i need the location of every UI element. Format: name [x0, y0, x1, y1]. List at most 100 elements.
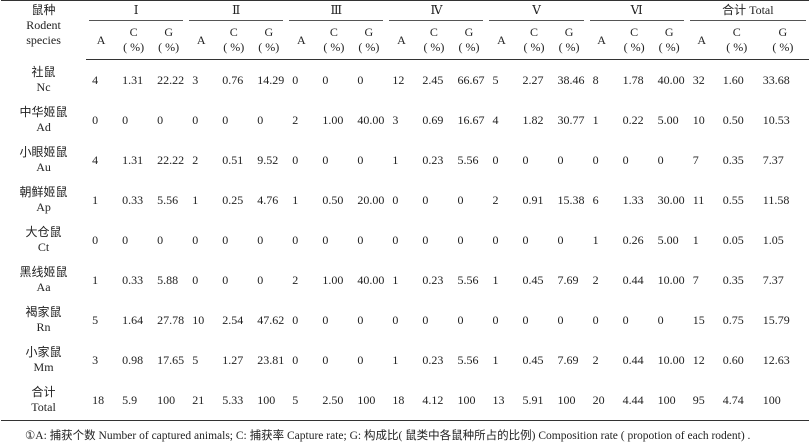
value-cell: 0.75: [722, 312, 744, 327]
group-header: Ⅰ: [86, 1, 186, 21]
species-header-line: Rodent: [26, 18, 61, 32]
species-name: 小眼姬鼠: [19, 145, 68, 159]
group-label: Ⅰ: [89, 1, 184, 21]
value-cell: 0.69: [422, 112, 444, 127]
sub-label: G: [778, 25, 788, 39]
value-cell: 0: [492, 232, 499, 247]
value-cell: 3: [192, 72, 199, 87]
value-cell: 100: [357, 392, 376, 407]
species-name: 朝鲜姬鼠: [19, 185, 68, 199]
sub-header-a: A: [186, 21, 217, 60]
value-cell: 1.31: [122, 72, 144, 87]
value-cell: 5.33: [222, 392, 244, 407]
sub-header-row: A C( %) G( %) A C( %) G( %) A C( %) G( %) A C( %) G…: [1, 21, 809, 60]
group-header-row: 鼠种 Rodent species Ⅰ Ⅱ Ⅲ Ⅳ Ⅴ Ⅵ 合计 Total: [1, 1, 809, 47]
value-cell: 0: [157, 112, 164, 127]
sub-header-a: A: [386, 21, 417, 60]
species-abbr: Ct: [37, 240, 50, 254]
value-cell: 0: [557, 312, 564, 327]
value-cell: 0: [657, 312, 664, 327]
value-cell: 20.00: [357, 192, 385, 207]
group-label: Ⅳ: [389, 1, 484, 21]
value-cell: 0: [292, 152, 299, 167]
table-row: 中华姬鼠 Ad 0 0 0 0 0 0 2 1.00 40.00 3 0.69 16.67 4 1.82 30.…: [1, 100, 809, 140]
group-header: Ⅲ: [286, 1, 386, 21]
value-cell: 0.22: [622, 112, 644, 127]
value-cell: 8: [592, 72, 599, 87]
value-cell: 2: [192, 152, 199, 167]
value-cell: 5.56: [157, 192, 179, 207]
sub-label: G: [564, 25, 574, 39]
value-cell: 2.50: [322, 392, 344, 407]
value-cell: 40.00: [657, 72, 685, 87]
value-cell: 0.51: [222, 152, 244, 167]
value-cell: 0: [592, 312, 599, 327]
value-cell: 9.52: [257, 152, 279, 167]
value-cell: 0.33: [122, 192, 144, 207]
species-header-line: species: [26, 33, 61, 47]
value-cell: 12: [392, 72, 405, 87]
value-cell: 2: [292, 272, 299, 287]
value-cell: 2.54: [222, 312, 244, 327]
value-cell: 4.74: [722, 392, 744, 407]
footnote: ①A: 捕获个数 Number of captured animals; C: …: [25, 430, 751, 442]
value-cell: 1: [92, 272, 99, 287]
value-cell: 0.45: [522, 352, 544, 367]
value-cell: 10: [192, 312, 205, 327]
value-cell: 0: [357, 312, 364, 327]
sub-label: G: [364, 25, 374, 39]
value-cell: 3: [392, 112, 399, 127]
value-cell: 4: [92, 72, 99, 87]
value-cell: 0: [457, 192, 464, 207]
sub-header-g: G( %): [251, 21, 287, 60]
value-cell: 0: [222, 272, 229, 287]
sub-unit: ( %): [726, 40, 748, 54]
value-cell: 0.23: [422, 152, 444, 167]
species-abbr: Aa: [36, 280, 51, 294]
value-cell: 7: [692, 272, 699, 287]
value-cell: 38.46: [557, 72, 585, 87]
value-cell: 15.79: [762, 312, 790, 327]
value-cell: 100: [762, 392, 781, 407]
value-cell: 7.69: [557, 272, 579, 287]
group-label: Ⅴ: [489, 1, 584, 21]
value-cell: 0.50: [722, 112, 744, 127]
value-cell: 0: [457, 312, 464, 327]
value-cell: 0: [157, 232, 164, 247]
species-cell: 大仓鼠 Ct: [1, 220, 86, 260]
value-cell: 0: [257, 112, 264, 127]
value-cell: 30.77: [557, 112, 585, 127]
sub-label: C: [229, 25, 238, 39]
value-cell: 1: [592, 112, 599, 127]
value-cell: 100: [557, 392, 576, 407]
sub-header-c: C( %): [316, 21, 352, 60]
value-cell: 0.45: [522, 272, 544, 287]
species-abbr: Total: [31, 400, 56, 414]
value-cell: 1: [92, 192, 99, 207]
table-row: 大仓鼠 Ct 0 0 0 0 0 0 0 0 0 0 0 0 0 0 0 1 0.26 5.00 1 0.05 1.05: [1, 220, 809, 260]
value-cell: 1.64: [122, 312, 144, 327]
value-cell: 27.78: [157, 312, 185, 327]
value-cell: 5.00: [657, 232, 679, 247]
sub-header-a: A: [586, 21, 617, 60]
species-name: 褐家鼠: [25, 305, 62, 319]
value-cell: 14.29: [257, 72, 285, 87]
value-cell: 0: [392, 232, 399, 247]
value-cell: 0: [192, 232, 199, 247]
value-cell: 23.81: [257, 352, 285, 367]
value-cell: 0: [422, 192, 429, 207]
species-name: 黑线姬鼠: [19, 265, 68, 279]
value-cell: 0: [622, 152, 629, 167]
species-abbr: Nc: [36, 79, 51, 94]
value-cell: 0: [457, 232, 464, 247]
value-cell: 40.00: [357, 112, 385, 127]
value-cell: 1.27: [222, 352, 244, 367]
value-cell: 0: [322, 72, 329, 87]
data-table: 鼠种 Rodent species Ⅰ Ⅱ Ⅲ Ⅳ Ⅴ Ⅵ 合计 Total A C( %) G( %)…: [1, 0, 809, 421]
value-cell: 0.35: [722, 152, 744, 167]
value-cell: 5.88: [157, 272, 179, 287]
value-cell: 0: [292, 312, 299, 327]
value-cell: 6: [592, 192, 599, 207]
value-cell: 10.00: [657, 272, 685, 287]
